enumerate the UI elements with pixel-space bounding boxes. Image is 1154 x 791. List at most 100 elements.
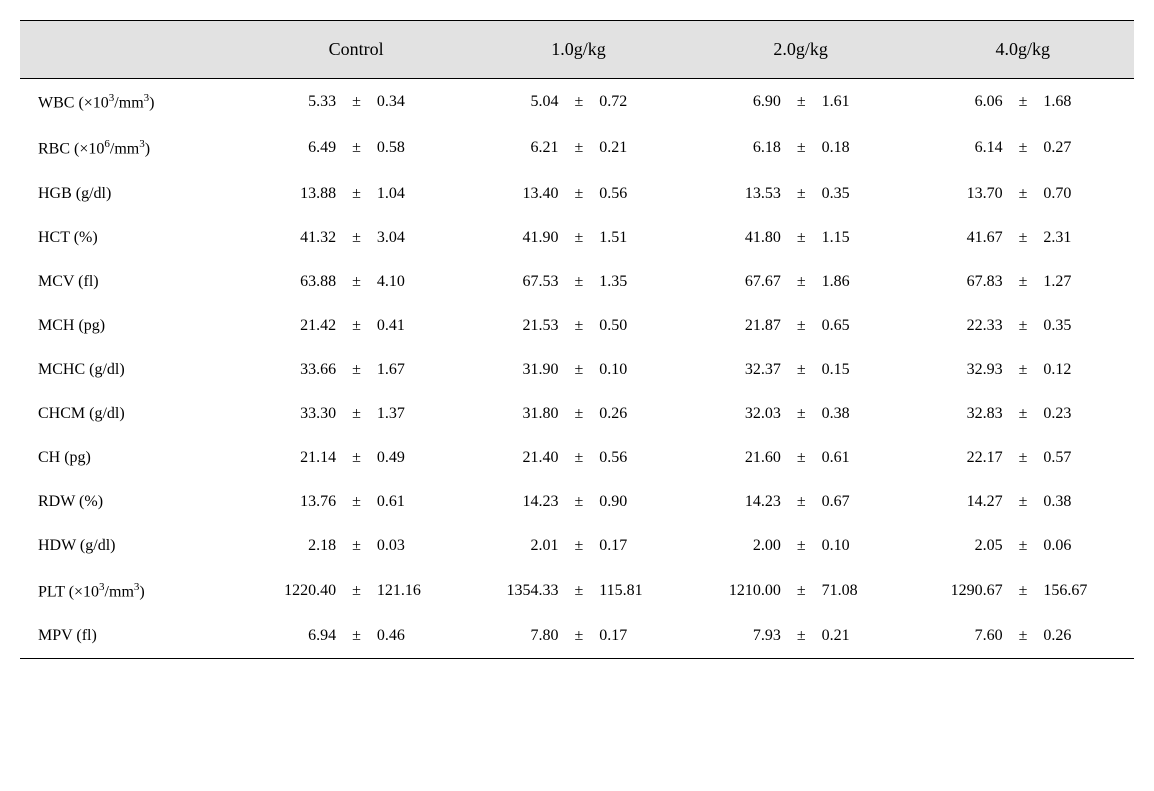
cell-mean: 21.53 — [467, 304, 562, 348]
cell-sd: 1.51 — [595, 216, 690, 260]
plus-minus-icon: ± — [563, 260, 596, 304]
cell-sd: 0.21 — [818, 614, 912, 659]
cell-mean: 31.80 — [467, 392, 562, 436]
plus-minus-icon: ± — [1007, 480, 1040, 524]
plus-minus-icon: ± — [785, 392, 818, 436]
cell-mean: 21.14 — [245, 436, 340, 480]
cell-mean: 13.40 — [467, 172, 562, 216]
plus-minus-icon: ± — [340, 125, 373, 171]
cell-sd: 115.81 — [595, 568, 690, 614]
cell-sd: 0.41 — [373, 304, 468, 348]
plus-minus-icon: ± — [785, 125, 818, 171]
plus-minus-icon: ± — [563, 568, 596, 614]
cell-mean: 2.00 — [690, 524, 785, 568]
cell-mean: 2.01 — [467, 524, 562, 568]
cell-mean: 22.17 — [912, 436, 1007, 480]
cell-sd: 1.27 — [1039, 260, 1134, 304]
table-row: MCHC (g/dl)33.66±1.6731.90±0.1032.37±0.1… — [20, 348, 1134, 392]
cell-mean: 6.90 — [690, 79, 785, 126]
cell-sd: 4.10 — [373, 260, 468, 304]
cell-sd: 0.10 — [818, 524, 912, 568]
cell-mean: 21.60 — [690, 436, 785, 480]
cell-sd: 0.70 — [1039, 172, 1134, 216]
cell-sd: 0.35 — [1039, 304, 1134, 348]
plus-minus-icon: ± — [1007, 172, 1040, 216]
cell-sd: 0.61 — [373, 480, 468, 524]
plus-minus-icon: ± — [563, 480, 596, 524]
cell-sd: 0.10 — [595, 348, 690, 392]
cell-mean: 1220.40 — [245, 568, 340, 614]
cell-mean: 13.88 — [245, 172, 340, 216]
plus-minus-icon: ± — [785, 79, 818, 126]
cell-mean: 1354.33 — [467, 568, 562, 614]
cell-mean: 32.37 — [690, 348, 785, 392]
row-parameter-label: WBC (×103/mm3) — [20, 79, 245, 126]
plus-minus-icon: ± — [785, 436, 818, 480]
cell-mean: 6.18 — [690, 125, 785, 171]
row-parameter-label: MCH (pg) — [20, 304, 245, 348]
cell-mean: 1210.00 — [690, 568, 785, 614]
table-row: HCT (%)41.32±3.0441.90±1.5141.80±1.1541.… — [20, 216, 1134, 260]
cell-sd: 0.17 — [595, 524, 690, 568]
cell-sd: 0.56 — [595, 172, 690, 216]
cell-mean: 1290.67 — [912, 568, 1007, 614]
cell-sd: 0.58 — [373, 125, 468, 171]
cell-sd: 1.04 — [373, 172, 468, 216]
cell-sd: 0.34 — [373, 79, 468, 126]
plus-minus-icon: ± — [340, 172, 373, 216]
plus-minus-icon: ± — [340, 260, 373, 304]
row-parameter-label: HDW (g/dl) — [20, 524, 245, 568]
cell-mean: 2.05 — [912, 524, 1007, 568]
row-parameter-label: CHCM (g/dl) — [20, 392, 245, 436]
cell-mean: 41.32 — [245, 216, 340, 260]
cell-sd: 0.56 — [595, 436, 690, 480]
cell-sd: 121.16 — [373, 568, 468, 614]
plus-minus-icon: ± — [563, 172, 596, 216]
plus-minus-icon: ± — [785, 348, 818, 392]
plus-minus-icon: ± — [1007, 304, 1040, 348]
row-parameter-label: PLT (×103/mm3) — [20, 568, 245, 614]
plus-minus-icon: ± — [340, 524, 373, 568]
cell-sd: 0.12 — [1039, 348, 1134, 392]
plus-minus-icon: ± — [1007, 568, 1040, 614]
cell-mean: 6.14 — [912, 125, 1007, 171]
cell-mean: 67.67 — [690, 260, 785, 304]
table-row: RDW (%)13.76±0.6114.23±0.9014.23±0.6714.… — [20, 480, 1134, 524]
cell-mean: 41.90 — [467, 216, 562, 260]
table-row: HDW (g/dl)2.18±0.032.01±0.172.00±0.102.0… — [20, 524, 1134, 568]
cell-mean: 21.40 — [467, 436, 562, 480]
cell-sd: 0.46 — [373, 614, 468, 659]
cell-mean: 63.88 — [245, 260, 340, 304]
cell-sd: 1.15 — [818, 216, 912, 260]
plus-minus-icon: ± — [563, 348, 596, 392]
plus-minus-icon: ± — [785, 524, 818, 568]
cell-mean: 31.90 — [467, 348, 562, 392]
plus-minus-icon: ± — [1007, 436, 1040, 480]
cell-sd: 0.72 — [595, 79, 690, 126]
table-row: WBC (×103/mm3)5.33±0.345.04±0.726.90±1.6… — [20, 79, 1134, 126]
row-parameter-label: HGB (g/dl) — [20, 172, 245, 216]
table-row: MCH (pg)21.42±0.4121.53±0.5021.87±0.6522… — [20, 304, 1134, 348]
cell-mean: 14.27 — [912, 480, 1007, 524]
cell-mean: 21.42 — [245, 304, 340, 348]
table-row: MPV (fl)6.94±0.467.80±0.177.93±0.217.60±… — [20, 614, 1134, 659]
cell-sd: 1.35 — [595, 260, 690, 304]
cell-sd: 0.26 — [1039, 614, 1134, 659]
plus-minus-icon: ± — [563, 524, 596, 568]
cell-sd: 1.68 — [1039, 79, 1134, 126]
cell-mean: 67.83 — [912, 260, 1007, 304]
cell-mean: 6.21 — [467, 125, 562, 171]
plus-minus-icon: ± — [1007, 216, 1040, 260]
plus-minus-icon: ± — [785, 304, 818, 348]
cell-sd: 3.04 — [373, 216, 468, 260]
plus-minus-icon: ± — [340, 392, 373, 436]
cell-sd: 0.17 — [595, 614, 690, 659]
plus-minus-icon: ± — [785, 614, 818, 659]
cell-sd: 1.37 — [373, 392, 468, 436]
row-parameter-label: MCV (fl) — [20, 260, 245, 304]
plus-minus-icon: ± — [1007, 614, 1040, 659]
plus-minus-icon: ± — [340, 614, 373, 659]
col-header-4g: 4.0g/kg — [912, 21, 1135, 79]
plus-minus-icon: ± — [340, 348, 373, 392]
table-row: RBC (×106/mm3)6.49±0.586.21±0.216.18±0.1… — [20, 125, 1134, 171]
